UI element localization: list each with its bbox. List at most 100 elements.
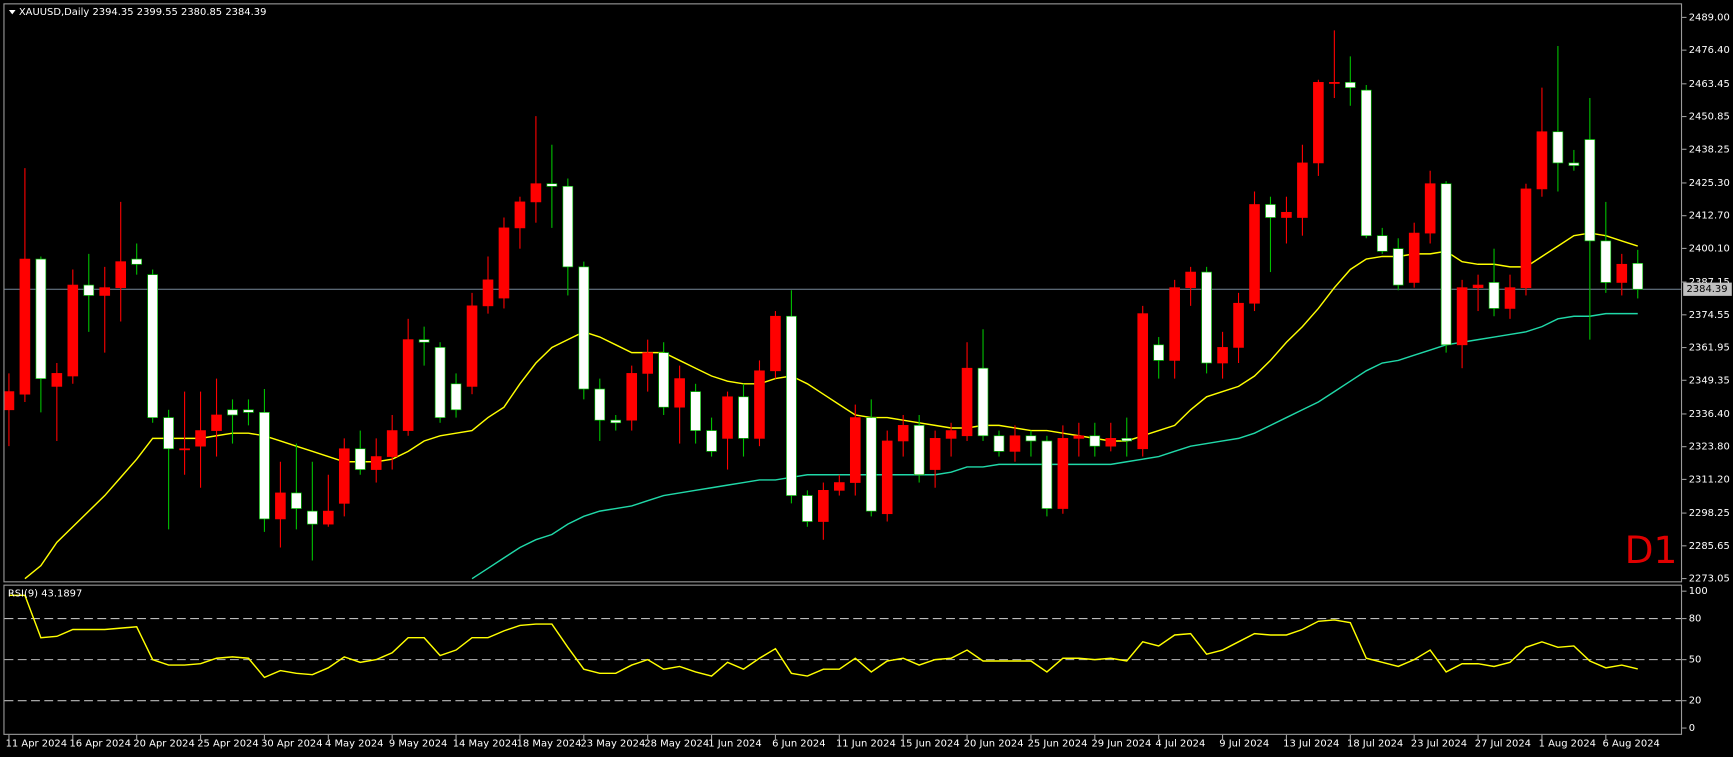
candle-body: [1009, 435, 1021, 452]
candle-body: [370, 456, 382, 470]
candle-body: [1121, 438, 1133, 442]
price-label: 2384.39: [1686, 284, 1727, 295]
candle-body: [1153, 344, 1164, 361]
candle-body: [1089, 435, 1101, 447]
candle-body: [993, 435, 1005, 452]
candle-body: [706, 430, 717, 452]
y-tick-label: 2349.35: [1689, 375, 1730, 386]
x-tick-label: 4 Jul 2024: [1155, 739, 1205, 750]
candle-body: [99, 287, 111, 296]
x-tick-label: 1 Jun 2024: [708, 739, 761, 750]
y-tick-label: 2273.05: [1689, 574, 1730, 585]
x-tick-label: 11 Apr 2024: [6, 739, 67, 750]
candle-body: [786, 315, 797, 496]
candle-body: [1376, 235, 1388, 252]
candle-body: [802, 495, 813, 522]
rsi-line: [8, 594, 1638, 679]
candle-body: [386, 430, 398, 457]
candle-body: [450, 383, 462, 411]
main-plot: [4, 30, 1681, 580]
candle-body: [897, 425, 909, 442]
candle-body: [83, 284, 95, 296]
x-tick-label: 1 Aug 2024: [1539, 739, 1596, 750]
y-tick-label: 2285.65: [1689, 541, 1730, 552]
menu-triangle: [8, 9, 16, 15]
candle-body: [1488, 282, 1500, 309]
candle-body: [1169, 287, 1180, 361]
candle-body: [243, 409, 254, 413]
candle-body: [626, 373, 638, 421]
candle-body: [354, 448, 366, 470]
y-tick-label: 80: [1689, 614, 1702, 625]
candle-body: [594, 388, 606, 421]
candle-body: [945, 430, 957, 439]
candle-body: [546, 183, 558, 187]
open-value: 2394.35: [92, 7, 133, 18]
y-tick-label: 20: [1689, 696, 1702, 707]
candle-body: [67, 284, 79, 377]
candle-body: [977, 367, 989, 437]
y-tick-label: 2311.20: [1689, 474, 1730, 485]
candle-body: [211, 414, 222, 431]
y-tick-label: 2400.10: [1689, 243, 1730, 254]
candle-body: [881, 440, 893, 515]
x-tick-label: 14 May 2024: [453, 739, 518, 750]
candle-body: [1424, 183, 1436, 234]
candle-body: [754, 370, 765, 439]
x-tick-label: 20 Jun 2024: [964, 739, 1024, 750]
axes: 2489.00 2476.40 2463.45 2450.85 2438.25 2425.…: [6, 12, 1732, 750]
x-tick-label: 29 Jun 2024: [1092, 739, 1152, 750]
y-tick-label: 2450.85: [1689, 112, 1730, 123]
candle-body: [291, 492, 302, 509]
candle-body: [1472, 284, 1484, 288]
candle-body: [514, 201, 526, 229]
candle-body: [1504, 287, 1516, 309]
y-tick-label: 2387.15: [1689, 277, 1730, 288]
candle-body: [1616, 263, 1628, 283]
candle-body: [147, 274, 158, 418]
x-tick-label: 18 May 2024: [517, 739, 582, 750]
candle-body: [195, 430, 206, 447]
y-tick-label: 2336.40: [1689, 409, 1730, 420]
y-tick-label: 2463.45: [1689, 79, 1730, 90]
candle-body: [690, 391, 701, 431]
y-tick-label: 2323.80: [1689, 442, 1730, 453]
candle-body: [913, 425, 925, 476]
candle-body: [1265, 204, 1276, 218]
candle-body: [259, 412, 270, 520]
x-tick-label: 25 Jun 2024: [1028, 739, 1088, 750]
x-tick-label: 15 Jun 2024: [900, 739, 960, 750]
x-tick-label: 25 Apr 2024: [197, 739, 258, 750]
x-tick-label: 4 May 2024: [325, 739, 383, 750]
x-tick-label: 20 Apr 2024: [133, 739, 194, 750]
candle-body: [1041, 440, 1053, 509]
chart-title: XAUUSD,Daily 2394.35 2399.55 2380.85 238…: [19, 7, 267, 18]
rsi-plot: [4, 594, 1681, 702]
candle-body: [227, 409, 238, 416]
rsi-panel: [3, 584, 1683, 735]
candle-body: [642, 352, 653, 374]
candle-body: [818, 490, 829, 522]
candle-body: [466, 305, 478, 387]
candle-body: [1297, 162, 1308, 218]
candle-body: [1632, 263, 1644, 290]
close-value: 2384.39: [225, 7, 266, 18]
candle-body: [1600, 240, 1612, 283]
candle-body: [1281, 211, 1292, 218]
x-tick-label: 11 Jun 2024: [836, 739, 896, 750]
y-tick-label: 2412.70: [1689, 211, 1730, 222]
x-tick-label: 9 May 2024: [389, 739, 447, 750]
candle-body: [1552, 131, 1564, 164]
candle-body: [35, 258, 47, 379]
price-label-box: [1683, 282, 1732, 296]
y-tick-label: 2298.25: [1689, 508, 1730, 519]
candle-body: [578, 266, 590, 390]
candle-body: [1025, 435, 1037, 442]
candle-body: [51, 373, 63, 387]
candle-body: [402, 339, 414, 431]
main-panel: [3, 3, 1683, 583]
candle-body: [1233, 302, 1244, 348]
candle-body: [722, 396, 733, 439]
